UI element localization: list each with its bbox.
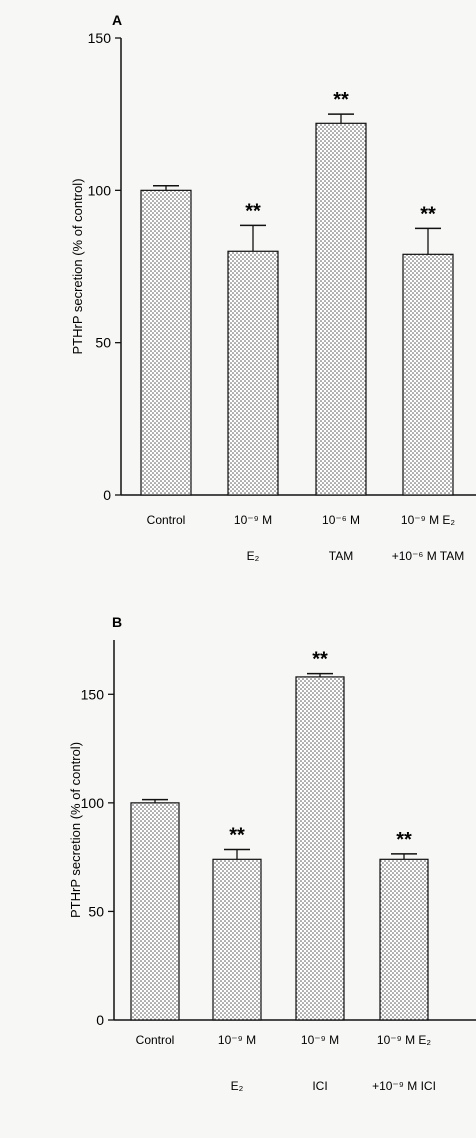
chart-panel-a: A 0 50 100 150 PTHrP secretion (% of control)… — [70, 12, 476, 563]
chart-panel-b: B 0 50 100 150 PTHrP secretion (% of control)… — [68, 614, 476, 1093]
x-tick-sublabel: +10⁻⁶ M TAM — [392, 549, 465, 563]
x-tick-label: 10⁻⁶ M — [322, 513, 360, 527]
x-tick-label: 10⁻⁹ M — [301, 1033, 339, 1047]
y-tick-label: 0 — [96, 1012, 104, 1028]
x-tick-sublabel: E₂ — [231, 1079, 244, 1093]
x-tick-sublabel: TAM — [329, 549, 353, 563]
bar — [315, 122, 367, 496]
x-tick-sublabel: ICI — [312, 1079, 327, 1093]
bar — [295, 676, 345, 1021]
y-tick-label: 50 — [88, 903, 104, 919]
bar — [227, 250, 279, 496]
significance-marker: ** — [396, 829, 412, 851]
panel-letter: A — [112, 12, 122, 28]
significance-marker: ** — [229, 825, 245, 847]
bar — [402, 253, 454, 496]
significance-marker: ** — [420, 203, 436, 225]
y-axis-label: PTHrP secretion (% of control) — [68, 742, 83, 918]
x-tick-label: 10⁻⁹ M E₂ — [377, 1033, 431, 1047]
x-tick-label: 10⁻⁹ M — [234, 513, 272, 527]
y-tick-label: 100 — [81, 795, 105, 811]
y-tick-label: 0 — [103, 487, 111, 503]
significance-marker: ** — [312, 649, 328, 671]
panel-letter: B — [112, 614, 122, 630]
significance-marker: ** — [245, 200, 261, 222]
x-tick-sublabel: E₂ — [247, 549, 260, 563]
y-tick-label: 150 — [81, 686, 105, 702]
significance-marker: ** — [333, 89, 349, 111]
x-tick-sublabel: +10⁻⁹ M ICI — [372, 1079, 436, 1093]
y-tick-label: 50 — [95, 335, 111, 351]
y-tick-label: 100 — [88, 182, 112, 198]
x-tick-label: Control — [136, 1033, 175, 1047]
x-tick-label: Control — [147, 513, 186, 527]
y-tick-label: 150 — [88, 30, 112, 46]
y-axis-label: PTHrP secretion (% of control) — [70, 178, 85, 354]
x-tick-label: 10⁻⁹ M E₂ — [401, 513, 455, 527]
bar — [140, 189, 192, 496]
bar — [379, 858, 429, 1021]
x-tick-label: 10⁻⁹ M — [218, 1033, 256, 1047]
bar — [212, 858, 262, 1021]
bar — [130, 802, 180, 1021]
